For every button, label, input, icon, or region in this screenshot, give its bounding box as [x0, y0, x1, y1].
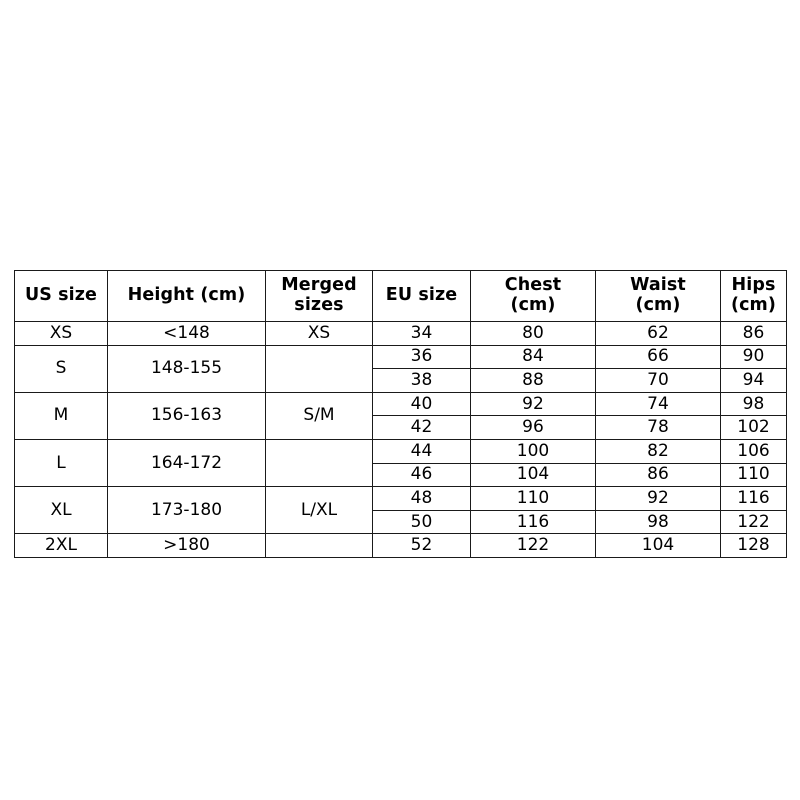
table-row: XS <148 XS 34 80 62 86	[14, 321, 787, 346]
cell-chest: 80	[470, 321, 596, 346]
cell-eu-size: 46	[372, 462, 471, 488]
cell-height: 164-172	[107, 438, 266, 488]
column-header-waist-line1: Waist	[630, 275, 686, 296]
column-header-chest-line2: (cm)	[510, 295, 556, 315]
table-row: 50 116 98 122	[15, 509, 787, 535]
cell-eu-size: 48	[372, 486, 471, 511]
table-header: US size Height (cm) Merged sizes EU size…	[14, 270, 787, 322]
column-header-eu-size: EU size	[372, 270, 471, 322]
column-header-us-size-label: US size	[24, 285, 98, 306]
cell-waist: 86	[595, 462, 721, 488]
cell-waist: 62	[595, 321, 721, 346]
cell-waist: 78	[595, 415, 721, 440]
cell-us-size: 2XL	[14, 533, 108, 558]
cell-merged-size: S/M	[265, 391, 373, 440]
column-header-merged-sizes: Merged sizes	[265, 270, 373, 322]
cell-chest: 100	[470, 438, 596, 464]
cell-us-size: L	[14, 438, 108, 488]
cell-us-size: M	[14, 391, 108, 440]
cell-chest: 84	[470, 344, 596, 370]
cell-height: 148-155	[107, 344, 266, 393]
cell-chest: 122	[470, 533, 596, 558]
cell-waist: 92	[595, 486, 721, 511]
size-chart-table: US size Height (cm) Merged sizes EU size…	[14, 270, 787, 558]
header-row: US size Height (cm) Merged sizes EU size…	[14, 270, 787, 322]
column-header-hips: Hips (cm)	[720, 270, 787, 322]
cell-waist: 74	[595, 391, 721, 417]
cell-merged-size: L/XL	[265, 486, 373, 535]
column-header-merged-sizes-line2: sizes	[294, 295, 344, 315]
table-row: M 156-163 S/M 40 92 74 98	[14, 391, 787, 440]
column-header-merged-sizes-line1: Merged	[281, 275, 357, 296]
table-row: 46 104 86 110	[15, 462, 787, 488]
cell-chest: 96	[470, 415, 596, 440]
cell-chest: 92	[470, 391, 596, 417]
cell-height: <148	[107, 321, 266, 346]
cell-height: 173-180	[107, 486, 266, 535]
cell-hips: 122	[720, 509, 787, 535]
cell-eu-size: 34	[372, 321, 471, 346]
cell-height: >180	[107, 533, 266, 558]
column-header-hips-line1: Hips	[731, 275, 776, 296]
column-header-chest: Chest (cm)	[470, 270, 596, 322]
column-header-chest-line1: Chest	[504, 275, 562, 296]
cell-us-size: XL	[14, 486, 108, 535]
cell-hips: 94	[720, 368, 787, 393]
column-header-height-label: Height (cm)	[127, 285, 246, 306]
cell-waist: 66	[595, 344, 721, 370]
table-row: 42 96 78 102	[15, 415, 787, 440]
table-row: 2XL >180 52 122 104 128	[14, 533, 787, 558]
cell-waist: 70	[595, 368, 721, 393]
column-header-waist-line2: (cm)	[635, 295, 681, 315]
cell-eu-size: 36	[372, 344, 471, 370]
cell-eu-size: 52	[372, 533, 471, 558]
cell-us-size: S	[14, 344, 108, 393]
table-row: XL 173-180 L/XL 48 110 92 116	[14, 486, 787, 535]
cell-hips: 106	[720, 438, 787, 464]
cell-hips: 116	[720, 486, 787, 511]
cell-hips: 90	[720, 344, 787, 370]
cell-height: 156-163	[107, 391, 266, 440]
cell-hips: 86	[720, 321, 787, 346]
cell-chest: 104	[470, 462, 596, 488]
cell-eu-size: 38	[372, 368, 471, 393]
column-header-us-size: US size	[14, 270, 108, 322]
cell-merged-size	[265, 344, 373, 393]
table-row: L 164-172 44 100 82 106	[14, 438, 787, 488]
table-row: S 148-155 36 84 66 90	[14, 344, 787, 393]
cell-hips: 98	[720, 391, 787, 417]
cell-chest: 110	[470, 486, 596, 511]
cell-merged-size	[265, 438, 373, 488]
cell-eu-size: 40	[372, 391, 471, 417]
table-row: 38 88 70 94	[15, 368, 787, 393]
cell-merged-size: XS	[265, 321, 373, 346]
cell-waist: 98	[595, 509, 721, 535]
cell-chest: 116	[470, 509, 596, 535]
cell-hips: 102	[720, 415, 787, 440]
cell-waist: 104	[595, 533, 721, 558]
cell-eu-size: 50	[372, 509, 471, 535]
cell-chest: 88	[470, 368, 596, 393]
cell-hips: 110	[720, 462, 787, 488]
column-header-waist: Waist (cm)	[595, 270, 721, 322]
cell-eu-size: 44	[372, 438, 471, 464]
column-header-eu-size-label: EU size	[385, 285, 458, 306]
cell-waist: 82	[595, 438, 721, 464]
size-chart-container: US size Height (cm) Merged sizes EU size…	[14, 270, 787, 558]
cell-hips: 128	[720, 533, 787, 558]
column-header-height: Height (cm)	[107, 270, 266, 322]
table-body: XS <148 XS 34 80 62 86 S 148-155 36 84 66 90 38 88 70 94…	[14, 321, 787, 558]
column-header-hips-line2: (cm)	[730, 295, 776, 315]
cell-us-size: XS	[14, 321, 108, 346]
cell-merged-size	[265, 533, 373, 558]
cell-eu-size: 42	[372, 415, 471, 440]
